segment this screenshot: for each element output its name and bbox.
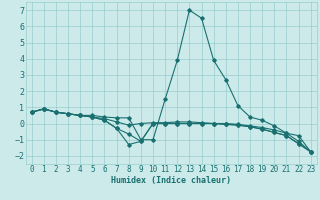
X-axis label: Humidex (Indice chaleur): Humidex (Indice chaleur) bbox=[111, 176, 231, 185]
